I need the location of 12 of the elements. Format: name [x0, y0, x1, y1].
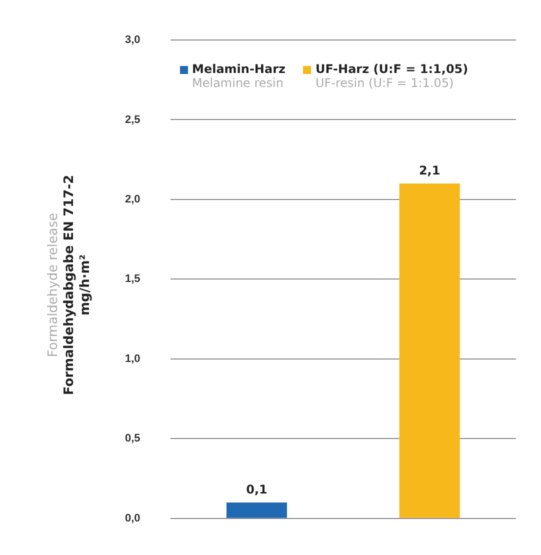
y-tick-label: 0,5: [124, 432, 140, 445]
legend-label: Melamin-Harz Melamine resin: [192, 62, 286, 90]
y-tick-label: 2,5: [124, 114, 140, 126]
data-label: 2,1: [418, 164, 440, 178]
y-tick-label: 0,0: [124, 512, 140, 524]
data-label: 0,1: [246, 482, 268, 497]
legend-label: UF-Harz (U:F = 1:1,05) UF-resin (U:F = 1:1.05): [315, 62, 468, 90]
y-tick-label: 3,0: [124, 34, 140, 46]
y-axis-title: Formaldehyde release Formaldehydabgabe EN 717-2 mg/h·m²: [46, 174, 94, 396]
y-tick-label: 1,0: [124, 352, 140, 365]
y-tick-label: 2,0: [124, 194, 140, 206]
y-tick-label: 1,5: [124, 273, 140, 286]
